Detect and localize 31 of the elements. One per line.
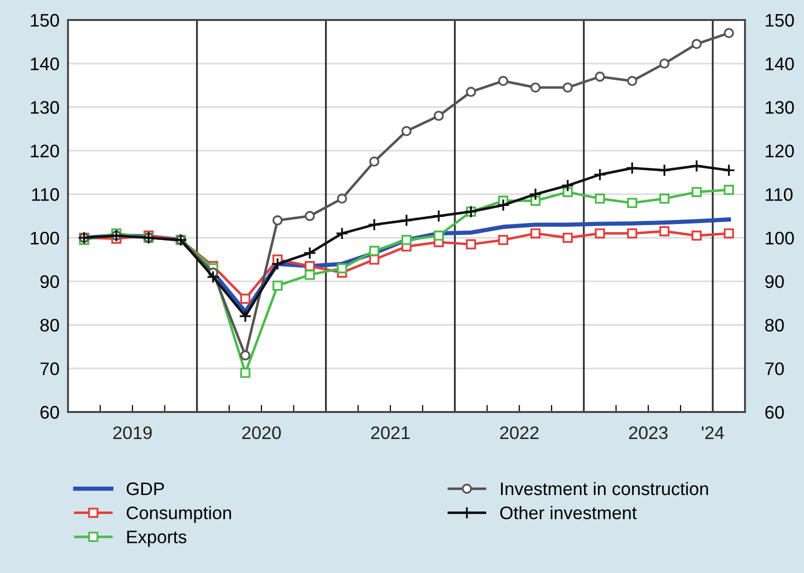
y-tick-label: 60 — [40, 406, 59, 419]
legend-label: GDP — [126, 482, 164, 496]
y2-tick-label: 60 — [765, 406, 784, 419]
legend-label: Investment in construction — [501, 482, 708, 496]
y2-tick-label: 110 — [766, 188, 793, 201]
y2-tick-label: 90 — [765, 275, 784, 288]
x-tick-label: 2021 — [371, 426, 410, 440]
y-tick-label: 120 — [30, 144, 59, 158]
y2-tick-label: 140 — [766, 57, 794, 70]
y2-tick-label: 70 — [765, 362, 784, 376]
x-tick-label: '24 — [702, 426, 724, 439]
y2-tick-label: 80 — [765, 318, 784, 332]
y2-tick-label: 150 — [766, 14, 794, 27]
y2-tick-label: 130 — [766, 101, 794, 114]
legend-label: Other investment — [500, 506, 637, 520]
x-tick-label: 2020 — [242, 426, 281, 440]
y-tick-label: 80 — [40, 318, 59, 332]
y2-tick-label: 120 — [766, 144, 794, 158]
x-tick-label: 2023 — [629, 426, 668, 440]
x-tick-label: 2022 — [500, 426, 539, 440]
y2-tick-label: 100 — [766, 232, 794, 244]
legend-label: Exports — [127, 530, 186, 547]
y-tick-label: 140 — [30, 57, 59, 70]
y-tick-label: 110 — [32, 188, 59, 201]
y-tick-label: 100 — [30, 232, 59, 244]
y-tick-label: 150 — [30, 14, 59, 27]
y-tick-label: 130 — [30, 101, 59, 114]
y-tick-label: 70 — [40, 362, 59, 376]
y-tick-label: 90 — [40, 275, 59, 288]
legend-label: Consumption — [126, 506, 231, 523]
x-tick-label: 2019 — [113, 426, 152, 440]
